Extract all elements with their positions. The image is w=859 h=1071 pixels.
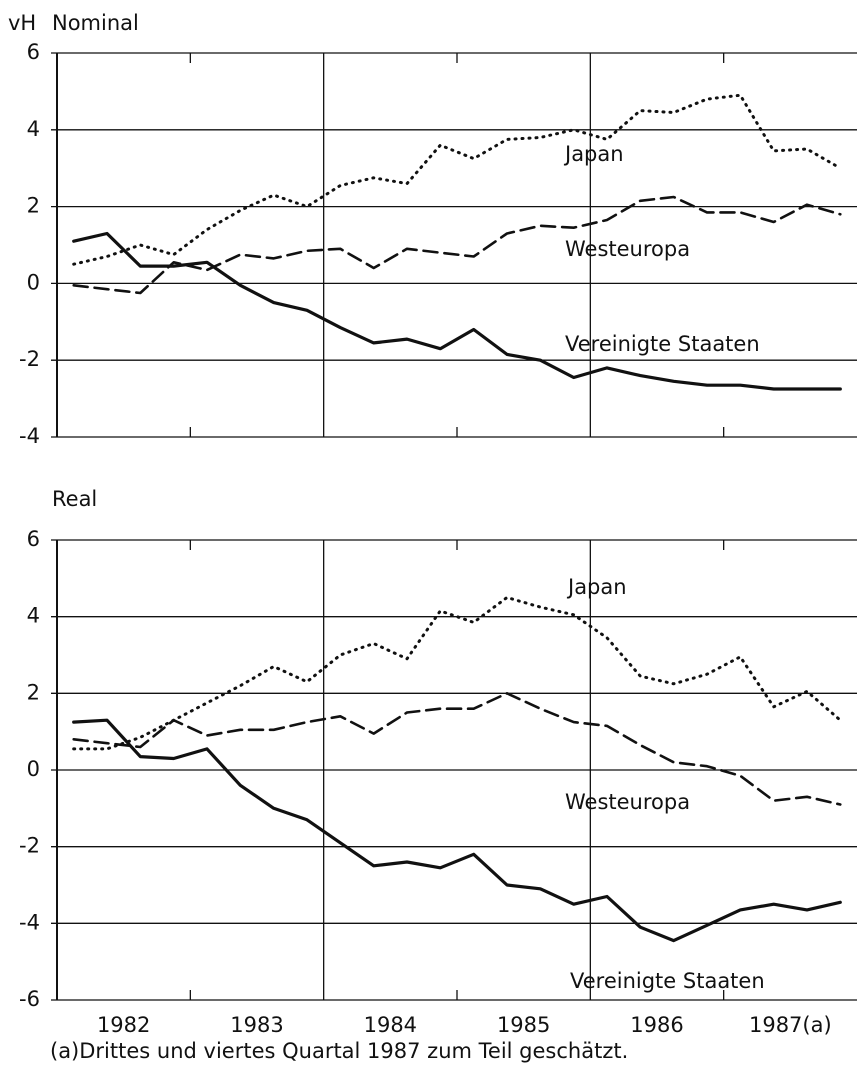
series-line [72, 692, 842, 806]
y-tick-label: -4 [19, 910, 40, 934]
y-tick-label: 6 [27, 40, 40, 64]
x-tick-label: 1984 [364, 1013, 417, 1037]
series-label: Vereinigte Staaten [570, 969, 765, 993]
x-tick-label: 1982 [97, 1013, 150, 1037]
series-line [72, 231, 842, 391]
y-tick-label: -2 [19, 834, 40, 858]
y-tick-label: 2 [27, 194, 40, 218]
series-line [72, 195, 842, 295]
series-label: Vereinigte Staaten [565, 332, 760, 356]
y-tick-label: 0 [27, 270, 40, 294]
series-label: Westeuropa [565, 237, 690, 261]
series-label: Westeuropa [565, 790, 690, 814]
series-line [72, 596, 842, 751]
series-label: Japan [563, 142, 624, 166]
panel-title: Nominal [52, 11, 139, 35]
unit-label: vH [8, 11, 36, 35]
y-tick-label: 2 [27, 680, 40, 704]
series-line [72, 718, 842, 943]
x-tick-label: 1985 [497, 1013, 550, 1037]
y-tick-label: 4 [27, 604, 40, 628]
series-label: Japan [566, 575, 627, 599]
y-tick-label: 4 [27, 117, 40, 141]
footnote: (a)Drittes und viertes Quartal 1987 zum … [50, 1039, 628, 1063]
y-tick-label: -6 [19, 987, 40, 1011]
y-tick-label: -4 [19, 424, 40, 448]
panel-title: Real [52, 487, 97, 511]
series-line [72, 93, 842, 266]
x-tick-label: 1987(a) [749, 1013, 832, 1037]
x-tick-label: 1986 [630, 1013, 683, 1037]
y-tick-label: 0 [27, 757, 40, 781]
y-tick-label: 6 [27, 527, 40, 551]
x-tick-label: 1983 [230, 1013, 283, 1037]
y-tick-label: -2 [19, 347, 40, 371]
